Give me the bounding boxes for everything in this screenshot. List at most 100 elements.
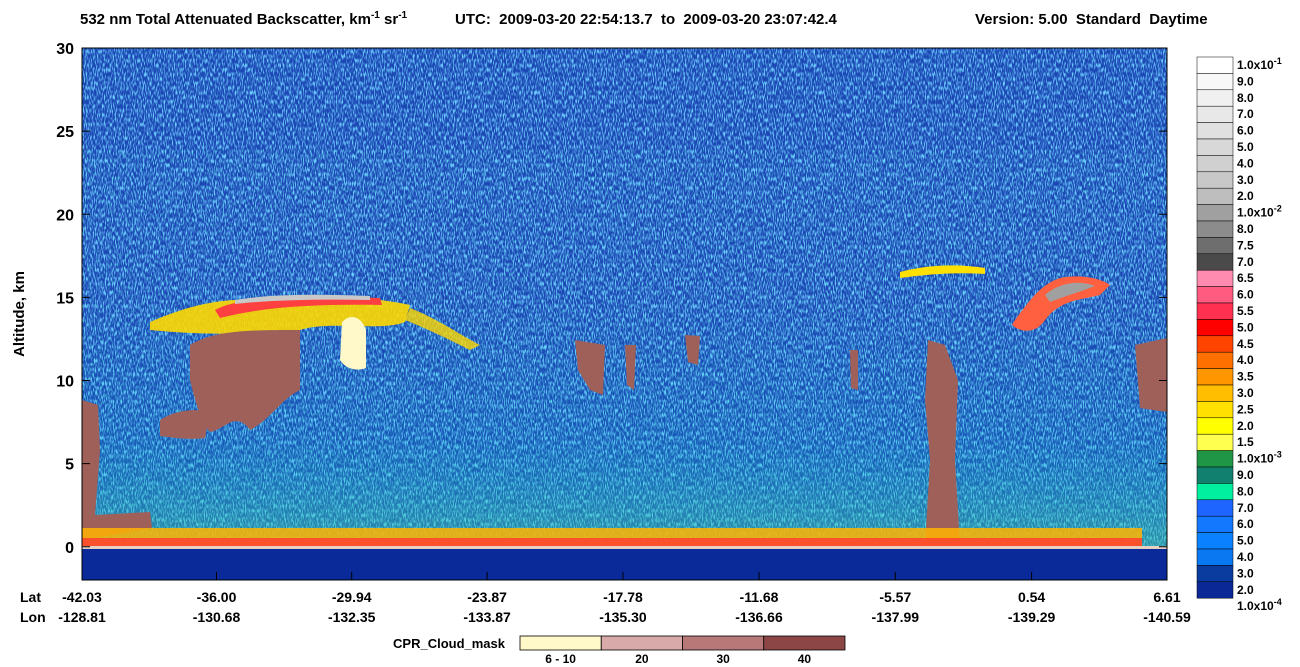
colorbar-label: 5.5 xyxy=(1237,304,1254,318)
x-tick-label: -5.57 xyxy=(879,589,911,605)
cpr-legend-box xyxy=(682,635,765,651)
cpr-title: CPR_Cloud_mask xyxy=(393,636,506,651)
colorbar-box xyxy=(1196,466,1234,484)
colorbar-box xyxy=(1196,220,1234,238)
colorbar-label: 8.0 xyxy=(1237,484,1254,498)
colorbar-box xyxy=(1196,384,1234,402)
colorbar-label: 3.0 xyxy=(1237,386,1254,400)
colorbar-box xyxy=(1196,401,1234,419)
y-tick-label: 0 xyxy=(65,540,74,557)
lon-tick-label: -136.66 xyxy=(735,609,783,625)
cpr-legend-box xyxy=(763,635,846,651)
colorbar-label-sup: -1 xyxy=(1274,56,1282,66)
lon-tick-label: -128.81 xyxy=(58,609,106,625)
colorbar-label: 8.0 xyxy=(1237,91,1254,105)
colorbar-label: 3.0 xyxy=(1237,173,1254,187)
cpr-legend-label: 40 xyxy=(798,652,812,666)
colorbar-label: 2.0 xyxy=(1237,419,1254,433)
colorbar-label: 9.0 xyxy=(1237,74,1254,88)
y-axis-label: Altitude, km xyxy=(11,271,28,357)
colorbar-label: 6.5 xyxy=(1237,271,1254,285)
colorbar-box xyxy=(1196,368,1234,386)
colorbar-label: 1.0x10-4 xyxy=(1237,597,1282,613)
colorbar-box xyxy=(1196,532,1234,550)
y-tick-label: 10 xyxy=(56,374,74,391)
colorbar-box xyxy=(1196,204,1234,222)
title-sup: -1 xyxy=(398,10,407,21)
lon-tick-label: -140.59 xyxy=(1143,609,1191,625)
colorbar-label: 7.0 xyxy=(1237,501,1254,515)
cirrus xyxy=(900,265,985,278)
cirrus-top xyxy=(235,294,370,304)
x-tick-label: -11.68 xyxy=(740,589,779,605)
surface-line xyxy=(82,546,1167,549)
x-tick-label: -23.87 xyxy=(467,589,507,605)
colorbar-label: 3.0 xyxy=(1237,566,1254,580)
cpr-cloud xyxy=(160,410,210,439)
colorbar-box xyxy=(1196,105,1234,123)
utc-range: UTC: 2009-03-20 22:54:13.7 to 2009-03-20… xyxy=(455,11,838,28)
cpr-legend-label: 6 - 10 xyxy=(545,652,576,666)
colorbar-box xyxy=(1196,155,1234,173)
colorbar-box xyxy=(1196,302,1234,320)
lon-tick-label: -133.87 xyxy=(463,609,511,625)
colorbar-box xyxy=(1196,450,1234,468)
colorbar-label-base: 1.0x10 xyxy=(1237,599,1274,613)
title-sup: -1 xyxy=(371,10,380,21)
colorbar-label-sup: -2 xyxy=(1274,204,1282,214)
cpr-cloud xyxy=(850,350,858,390)
cpr-cloud xyxy=(190,330,300,432)
curtain-image xyxy=(82,48,1167,580)
colorbar-box xyxy=(1196,433,1234,451)
cpr-cloud xyxy=(82,400,152,540)
colorbar-label: 3.5 xyxy=(1237,370,1254,384)
colorbar-box xyxy=(1196,499,1234,517)
lat-label: Lat xyxy=(20,589,41,605)
colorbar-label: 2.0 xyxy=(1237,189,1254,203)
colorbar-label-sup: -4 xyxy=(1274,597,1282,607)
lon-tick-label: -132.35 xyxy=(328,609,376,625)
colorbar-label: 1.0x10-2 xyxy=(1237,204,1282,220)
colorbar-label: 1.0x10-1 xyxy=(1237,56,1282,72)
x-tick-label: -29.94 xyxy=(332,589,372,605)
colorbar-box xyxy=(1196,89,1234,107)
colorbar-label: 2.5 xyxy=(1237,402,1254,416)
colorbar-box xyxy=(1196,187,1234,205)
below-surface xyxy=(82,549,1167,580)
colorbar-label: 5.0 xyxy=(1237,534,1254,548)
lon-tick-label: -137.99 xyxy=(872,609,920,625)
colorbar-label: 4.0 xyxy=(1237,550,1254,564)
cirrus xyxy=(405,308,480,350)
colorbar-box xyxy=(1196,548,1234,566)
cpr-legend-box xyxy=(600,635,683,651)
x-tick-label: 0.54 xyxy=(1018,589,1045,605)
cpr-legend-label: 20 xyxy=(635,652,649,666)
lon-tick-label: -135.30 xyxy=(599,609,647,625)
y-tick-label: 15 xyxy=(56,290,74,307)
colorbar-label-base: 1.0x10 xyxy=(1237,452,1274,466)
colorbar-box xyxy=(1196,351,1234,369)
lon-tick-label: -139.29 xyxy=(1008,609,1056,625)
colorbar-label-sup: -3 xyxy=(1274,450,1282,460)
colorbar-box xyxy=(1196,286,1234,304)
colorbar-label: 4.0 xyxy=(1237,353,1254,367)
cirrus-core xyxy=(1045,282,1095,302)
colorbar-box xyxy=(1196,138,1234,156)
colorbar-box xyxy=(1196,319,1234,337)
cpr-cloud xyxy=(625,345,636,390)
y-tick-label: 25 xyxy=(56,124,74,141)
surface-layer xyxy=(82,538,1142,546)
colorbar-box xyxy=(1196,122,1234,140)
plot-frame xyxy=(81,47,1168,581)
lon-label: Lon xyxy=(20,609,46,625)
x-tick-label: 6.61 xyxy=(1153,589,1180,605)
x-tick-label: -17.78 xyxy=(603,589,643,605)
colorbar-label: 7.0 xyxy=(1237,107,1254,121)
cirrus-core xyxy=(215,297,382,318)
colorbar-box xyxy=(1196,269,1234,287)
colorbar-label: 6.0 xyxy=(1237,124,1254,138)
x-tick-label: -42.03 xyxy=(62,589,102,605)
colorbar-box xyxy=(1196,515,1234,533)
colorbar-label: 9.0 xyxy=(1237,468,1254,482)
